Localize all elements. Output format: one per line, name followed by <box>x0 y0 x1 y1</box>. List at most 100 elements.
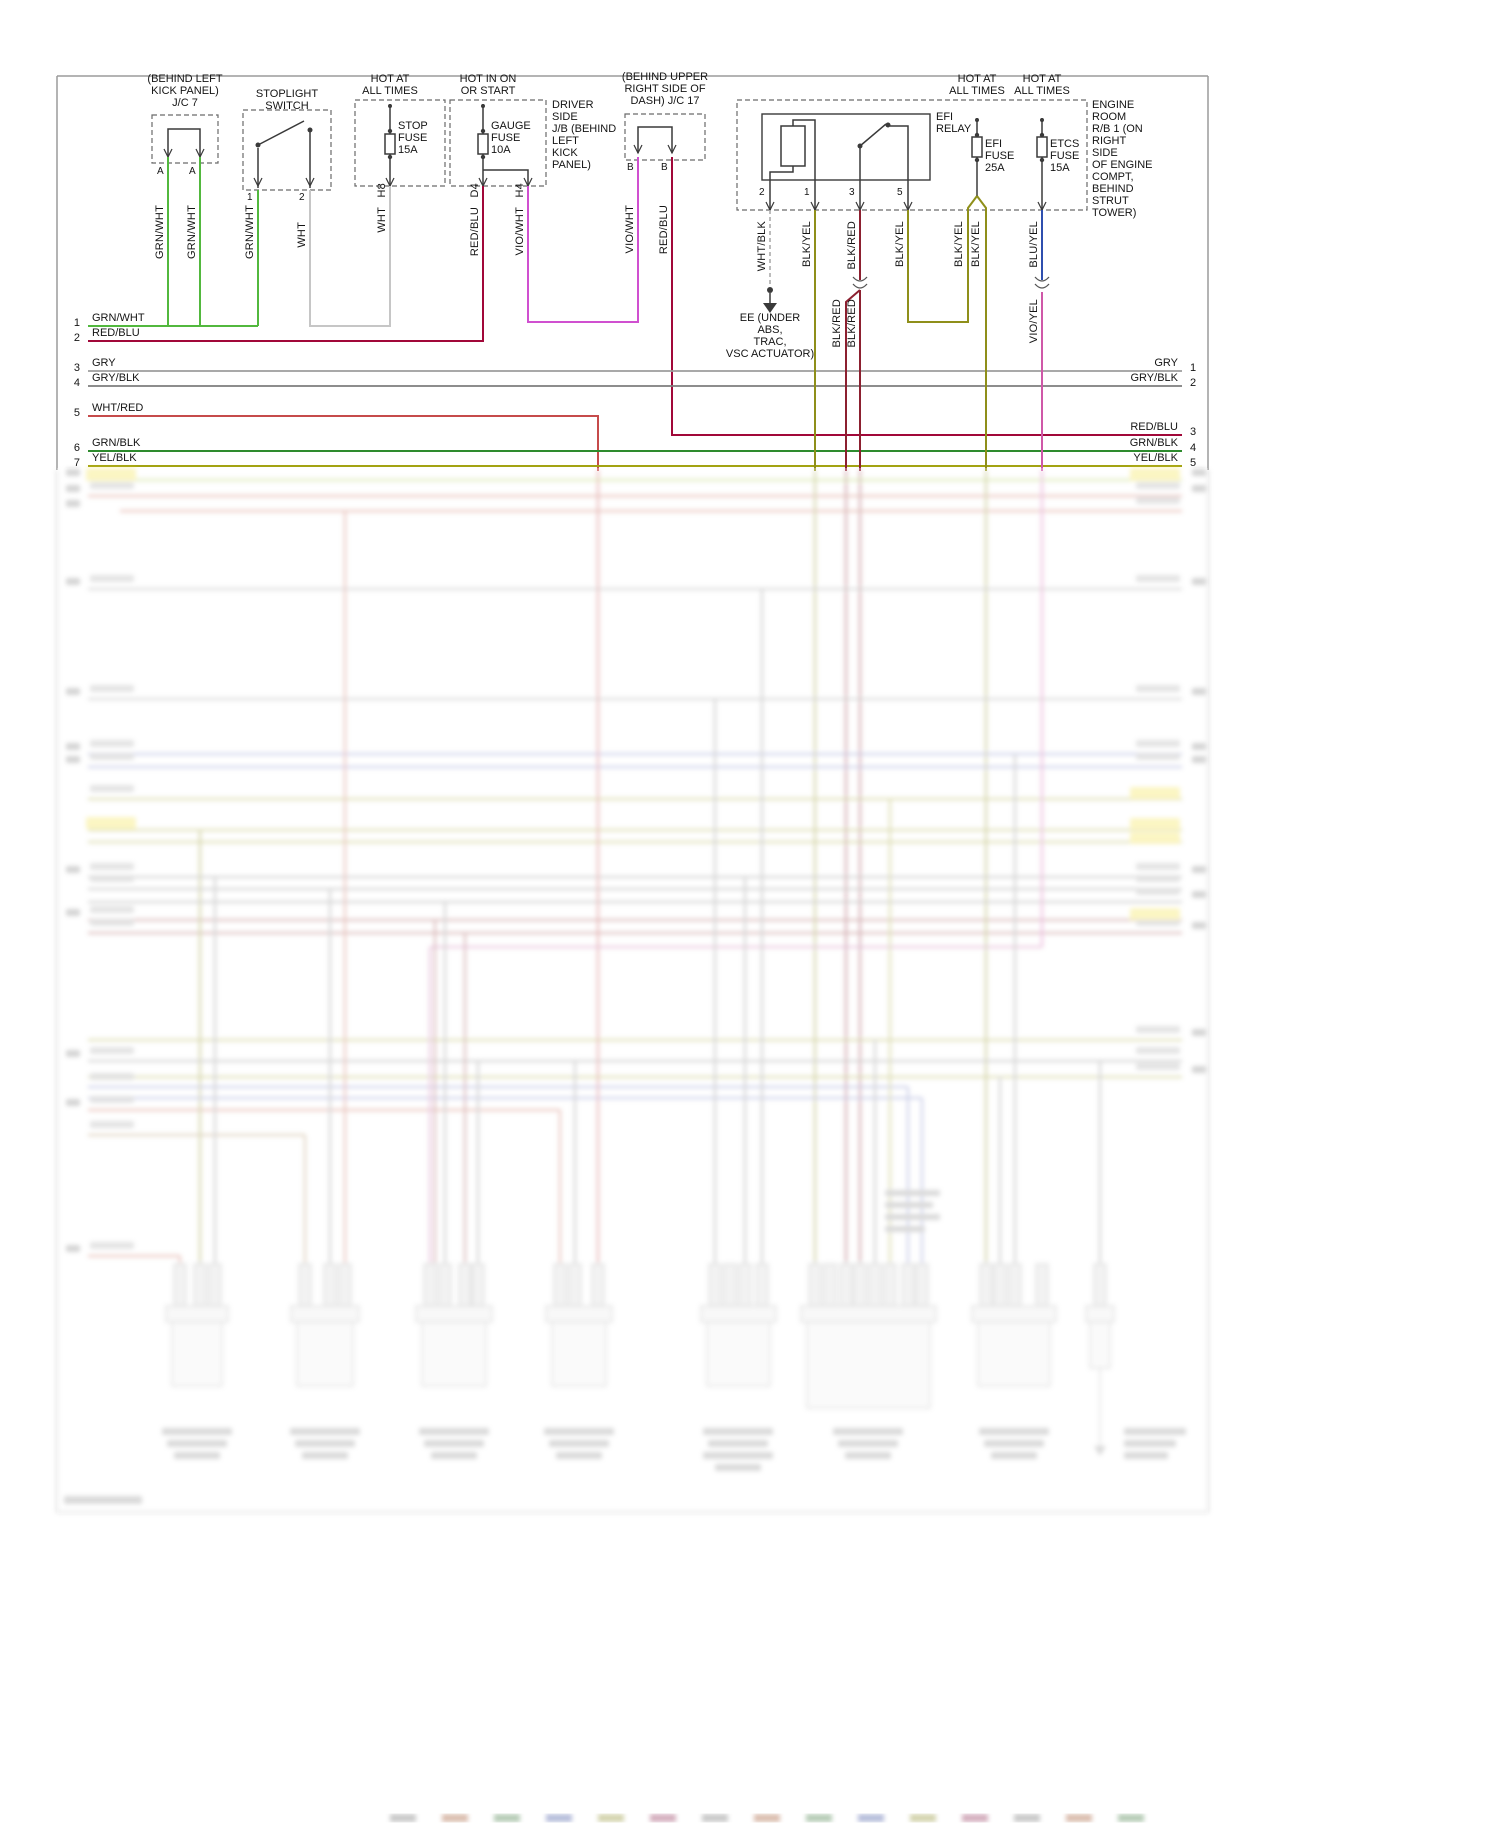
right-row-num-1: 1 <box>1190 362 1197 374</box>
wire-vio-wht <box>527 157 639 323</box>
wire-label-grn-wht-1: GRN/WHT <box>154 205 166 259</box>
gauge-fuse-label: GAUGE FUSE 10A <box>491 120 531 156</box>
jc7-connector-symbol <box>167 128 201 157</box>
left-row-label-1: GRN/WHT <box>92 312 145 324</box>
wire-blk-red <box>845 210 861 471</box>
right-row-num-2: 2 <box>1190 377 1197 389</box>
connector-blurred-2 <box>290 1263 360 1459</box>
jc17-connector-symbol <box>637 126 673 153</box>
jc17-pin-b-1: B <box>627 162 634 173</box>
frame <box>56 75 1209 470</box>
symbols <box>167 104 1048 210</box>
wire-label-grn-wht-2: GRN/WHT <box>186 205 198 259</box>
blur-row-numbers <box>66 469 1206 1252</box>
relay-pin-leads <box>769 180 909 210</box>
jc7-pin-a-1: A <box>157 166 164 177</box>
wire-red-blu <box>88 157 1182 436</box>
jc17-pin-b-2: B <box>661 162 668 173</box>
wire-wht-red <box>88 415 599 471</box>
wire-label-vio-wht-2: VIO/WHT <box>624 205 636 254</box>
left-row-label-7: YEL/BLK <box>92 452 137 464</box>
right-row-label-2: GRY/BLK <box>1130 372 1179 384</box>
wire-blk-yel <box>814 195 987 471</box>
connector-blurred-4 <box>544 1263 614 1459</box>
blur-rows <box>88 478 1182 1258</box>
wire-label-blk-red-3: BLK/RED <box>846 299 858 348</box>
dashed-boxes <box>151 99 1088 211</box>
engine-room-rb-box <box>736 99 1088 211</box>
relay-pin-5: 5 <box>897 187 903 198</box>
right-row-label-1: GRY <box>1154 357 1178 369</box>
left-row-label-2: RED/BLU <box>92 327 140 339</box>
left-row-label-3: GRY <box>92 357 116 369</box>
right-row-num-3: 3 <box>1190 426 1197 438</box>
left-row-label-4: GRY/BLK <box>92 372 140 384</box>
wire-label-blk-yel-4: BLK/YEL <box>970 221 982 268</box>
wire-label-vio-wht-1: VIO/WHT <box>514 207 526 256</box>
relay-contact <box>859 123 909 180</box>
hot-at-all-times-label-1: HOT AT ALL TIMES <box>362 73 418 97</box>
etcs-fuse-label: ETCS FUSE 15A <box>1050 138 1080 174</box>
pin-label-h4: H4 <box>514 183 526 198</box>
wire-label-blk-yel-2: BLK/YEL <box>894 221 906 268</box>
relay-coil <box>780 125 806 167</box>
hot-at-all-times-label-3: HOT AT ALL TIMES <box>1014 73 1070 97</box>
blur-left-labels <box>90 482 134 1249</box>
right-row-label-4: GRN/BLK <box>1129 437 1178 449</box>
stoplight-pin-1: 1 <box>247 192 253 203</box>
pin-label-d4: D4 <box>469 183 481 198</box>
jc7-box <box>151 114 219 164</box>
efi-relay-outline <box>761 113 931 181</box>
stop-fuse-box <box>354 99 446 187</box>
left-row-num-1: 1 <box>73 317 80 329</box>
wire-label-blk-yel-3: BLK/YEL <box>953 221 965 268</box>
wire-label-blk-red-2: BLK/RED <box>831 299 843 348</box>
relay-coil-leads <box>769 119 816 180</box>
wire-label-vio-yel: VIO/YEL <box>1028 299 1040 344</box>
relay-pin-2: 2 <box>759 187 765 198</box>
wire-label-blk-red-1: BLK/RED <box>846 221 858 270</box>
blur-bottom-strip <box>390 1814 1144 1822</box>
relay-pin-1: 1 <box>804 187 810 198</box>
wire-label-wht-2: WHT <box>376 207 388 233</box>
stoplight-switch-symbol <box>257 120 311 188</box>
jc17-box <box>624 113 706 161</box>
connector-blurred-8 <box>1085 1263 1186 1459</box>
wire-label-grn-wht-3: GRN/WHT <box>244 205 256 259</box>
hot-at-all-times-label-2: HOT AT ALL TIMES <box>949 73 1005 97</box>
wire-label-red-blu-2: RED/BLU <box>658 205 670 255</box>
break-chevrons <box>852 276 1050 289</box>
blur-wash <box>57 468 1208 1514</box>
connector-blurred-6 <box>800 1190 940 1459</box>
wire-grn-wht <box>88 157 259 327</box>
connector-blurred-5 <box>700 1263 777 1471</box>
right-row-num-5: 5 <box>1190 457 1197 469</box>
blur-zone <box>56 468 1209 1513</box>
right-row-label-5: YEL/BLK <box>1133 452 1178 464</box>
relay-pin-3: 3 <box>849 187 855 198</box>
blur-footer-text <box>64 1496 142 1504</box>
left-row-label-6: GRN/BLK <box>92 437 141 449</box>
wire-label-blu-yel: BLU/YEL <box>1028 221 1040 268</box>
wire-label-wht-blk: WHT/BLK <box>756 221 768 272</box>
jc17-location-label: (BEHIND UPPER RIGHT SIDE OF DASH) J/C 17 <box>621 71 709 107</box>
wire-label-blk-yel-1: BLK/YEL <box>801 221 813 268</box>
blur-yellow-highlights <box>86 468 1180 920</box>
blur-right-labels <box>1136 482 1180 1070</box>
gauge-fuse-box <box>449 99 547 187</box>
jc7-pin-a-2: A <box>189 166 196 177</box>
stop-fuse-label: STOP FUSE 15A <box>398 120 428 156</box>
efi-fuse-label: EFI FUSE 25A <box>985 138 1015 174</box>
left-row-num-6: 6 <box>73 442 80 454</box>
left-row-num-4: 4 <box>73 377 80 389</box>
left-row-num-3: 3 <box>73 362 80 374</box>
connector-blurred-3 <box>415 1263 493 1459</box>
ground-ee-label: EE (UNDER ABS, TRAC, VSC ACTUATOR) <box>725 312 815 360</box>
blur-verticals <box>178 470 1102 1306</box>
left-row-label-5: WHT/RED <box>92 402 144 414</box>
left-row-num-2: 2 <box>73 332 80 344</box>
wire-label-red-blu-1: RED/BLU <box>469 207 481 257</box>
stoplight-switch-box <box>242 109 332 191</box>
